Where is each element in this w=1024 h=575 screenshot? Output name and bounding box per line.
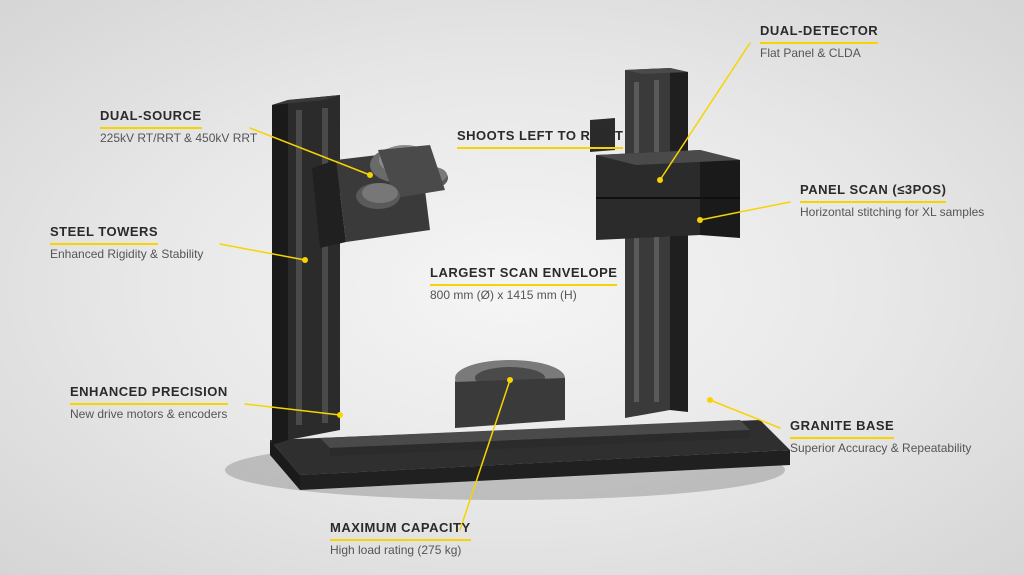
infographic-canvas: DUAL-SOURCE 225kV RT/RRT & 450kV RRT STEEL… [0,0,1024,575]
callout-subtitle: Flat Panel & CLDA [760,46,878,62]
callout-subtitle: 800 mm (Ø) x 1415 mm (H) [430,288,617,304]
callout-title: ENHANCED PRECISION [70,384,228,405]
callout-subtitle: Horizontal stitching for XL samples [800,205,984,221]
callout-shoots: SHOOTS LEFT TO RIGHT [457,128,623,151]
callout-subtitle: New drive motors & encoders [70,407,228,423]
callout-title: DUAL-DETECTOR [760,23,878,44]
callout-subtitle: High load rating (275 kg) [330,543,471,559]
callout-title: SHOOTS LEFT TO RIGHT [457,128,623,149]
callout-subtitle: Superior Accuracy & Repeatability [790,441,971,457]
callout-max-capacity: MAXIMUM CAPACITY High load rating (275 kg… [330,520,471,558]
callout-enhanced-precision: ENHANCED PRECISION New drive motors & enc… [70,384,228,422]
callout-steel-towers: STEEL TOWERS Enhanced Rigidity & Stabilit… [50,224,203,262]
callout-largest-envelope: LARGEST SCAN ENVELOPE 800 mm (Ø) x 1415 m… [430,265,617,303]
callout-title: GRANITE BASE [790,418,894,439]
callout-dual-source: DUAL-SOURCE 225kV RT/RRT & 450kV RRT [100,108,257,146]
callout-subtitle: 225kV RT/RRT & 450kV RRT [100,131,257,147]
callout-title: STEEL TOWERS [50,224,158,245]
callout-granite-base: GRANITE BASE Superior Accuracy & Repeatab… [790,418,971,456]
callout-title: MAXIMUM CAPACITY [330,520,471,541]
callout-panel-scan: PANEL SCAN (≤3POS) Horizontal stitching f… [800,182,984,220]
callout-title: DUAL-SOURCE [100,108,202,129]
callout-title: PANEL SCAN (≤3POS) [800,182,946,203]
callout-dual-detector: DUAL-DETECTOR Flat Panel & CLDA [760,23,878,61]
callout-title: LARGEST SCAN ENVELOPE [430,265,617,286]
callout-subtitle: Enhanced Rigidity & Stability [50,247,203,263]
